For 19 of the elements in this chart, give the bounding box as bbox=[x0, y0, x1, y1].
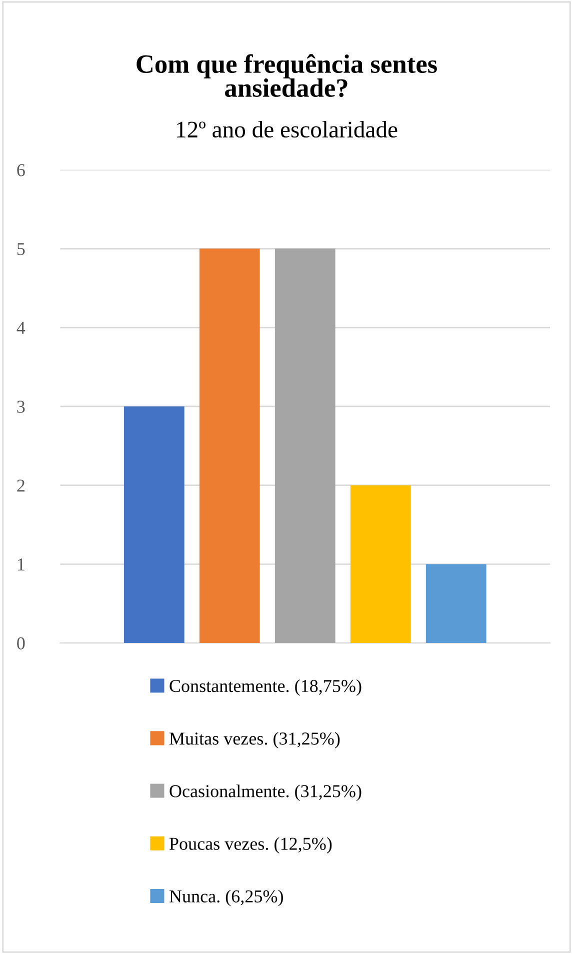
y-tick-label: 1 bbox=[18, 558, 24, 570]
bar bbox=[124, 406, 184, 643]
y-tick-label: 3 bbox=[17, 400, 25, 413]
chart-title: Com que frequência sentes ansiedade? bbox=[136, 54, 437, 98]
y-tick-label: 5 bbox=[17, 243, 25, 256]
bar bbox=[350, 485, 411, 643]
bar bbox=[426, 564, 486, 643]
legend-label: Muitas vezes. (31,25%) bbox=[169, 732, 340, 748]
bar bbox=[274, 248, 336, 643]
legend-label: Nunca. (6,25%) bbox=[169, 890, 283, 906]
legend-label: Constantemente. (18,75%) bbox=[170, 679, 362, 696]
legend-label: Poucas vezes. (12,5%) bbox=[169, 837, 332, 854]
y-tick-label: 2 bbox=[17, 480, 24, 492]
chart-subtitle: 12º ano de escolaridade bbox=[177, 120, 398, 138]
y-tick-label: 4 bbox=[16, 322, 26, 334]
y-tick-label: 6 bbox=[17, 164, 25, 176]
legend-label: Ocasionalmente. (31,25%) bbox=[170, 784, 362, 801]
bar bbox=[199, 248, 260, 643]
y-tick-label: 0 bbox=[17, 637, 25, 650]
